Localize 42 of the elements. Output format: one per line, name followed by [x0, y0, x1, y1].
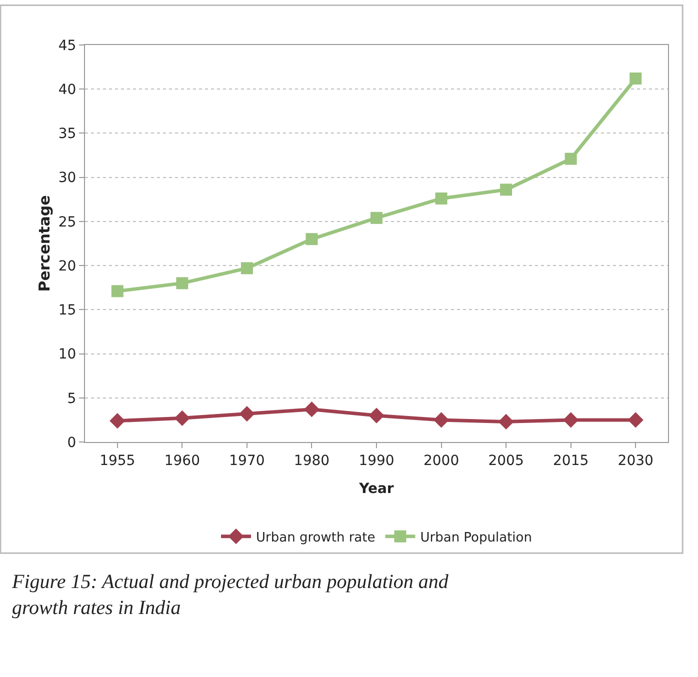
point [564, 152, 577, 165]
point [240, 262, 253, 274]
y-tick-label: 0 [67, 434, 76, 451]
point [110, 413, 126, 429]
point [498, 414, 514, 430]
point [628, 412, 644, 428]
point [306, 233, 318, 246]
y-tick-label: 15 [58, 302, 76, 319]
legend-label: Urban growth rate [256, 530, 376, 546]
x-tick-label: 2000 [423, 452, 460, 469]
point [433, 412, 450, 428]
x-tick-label: 1990 [358, 452, 394, 469]
legend-label: Urban Population [420, 530, 532, 546]
y-tick-label: 35 [58, 126, 76, 142]
point [304, 402, 320, 418]
x-tick-label: 2005 [488, 452, 524, 469]
point [111, 285, 124, 298]
point [174, 410, 190, 426]
point [500, 184, 512, 196]
y-tick-label: 5 [67, 390, 76, 407]
y-tick-label: 45 [58, 38, 76, 54]
x-tick-label: 2030 [618, 452, 654, 469]
point [435, 192, 448, 205]
point [176, 277, 188, 290]
point [630, 72, 642, 85]
x-tick-label: 1970 [229, 452, 265, 469]
y-tick-label: 30 [58, 170, 76, 186]
y-tick-label: 20 [58, 258, 76, 274]
x-tick-label: 1980 [294, 452, 330, 469]
point [239, 406, 255, 422]
point [368, 408, 384, 424]
caption: Figure 15: Actual and projected urban population and growth rates in India [11, 571, 450, 619]
y-tick-label: 10 [58, 346, 76, 363]
y-tick-label: 40 [58, 82, 76, 98]
x-tick-label: 2015 [553, 452, 589, 469]
x-axis-title: Year [358, 481, 394, 498]
y-tick-label: 25 [58, 214, 76, 230]
x-tick-label: 1955 [100, 452, 136, 469]
x-tick-label: 1960 [164, 452, 200, 469]
point [370, 212, 382, 224]
point [563, 412, 579, 428]
y-axis-title: Percentage [36, 195, 54, 292]
